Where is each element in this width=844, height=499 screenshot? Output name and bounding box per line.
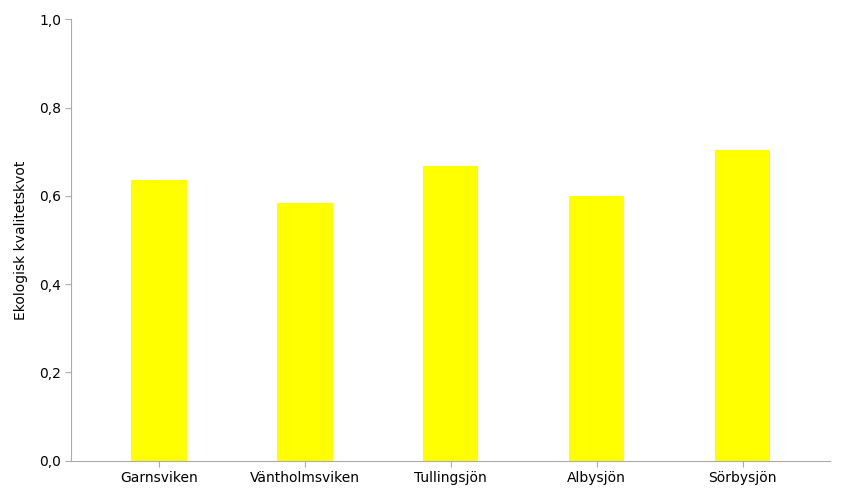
Bar bbox=[277, 203, 333, 461]
Y-axis label: Ekologisk kvalitetskvot: Ekologisk kvalitetskvot bbox=[14, 160, 28, 320]
Bar bbox=[715, 150, 771, 461]
Bar bbox=[131, 181, 187, 461]
Bar bbox=[423, 166, 479, 461]
Bar bbox=[569, 196, 625, 461]
